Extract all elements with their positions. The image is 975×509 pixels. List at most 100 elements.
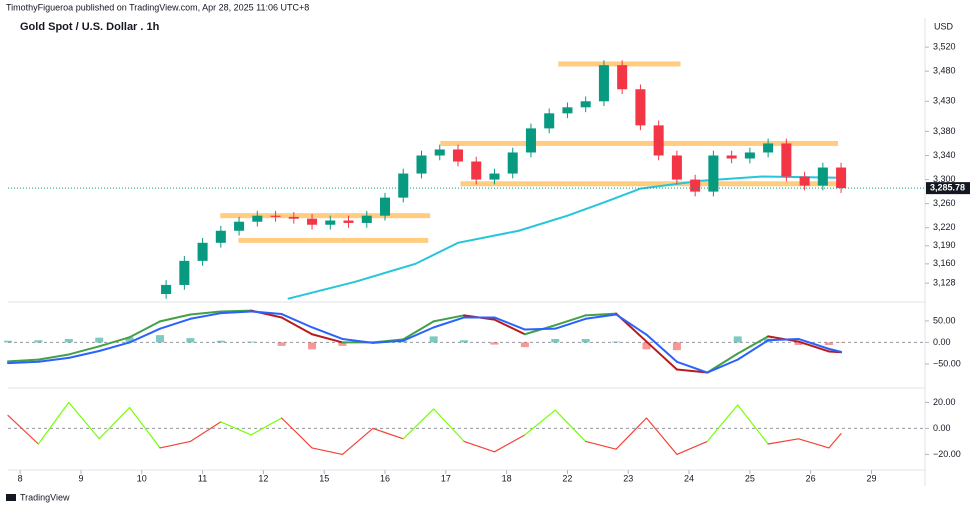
series-segment	[7, 414, 40, 445]
y-tick-label: 3,380	[933, 126, 956, 136]
candle-body	[179, 260, 190, 285]
candle-body	[525, 128, 536, 153]
histogram-bar	[520, 342, 529, 348]
histogram-bar	[34, 340, 43, 343]
candle-body	[471, 161, 482, 180]
series-segment	[159, 313, 192, 323]
series-segment	[676, 440, 708, 455]
series-segment	[706, 358, 739, 374]
series-segment	[554, 409, 587, 442]
histogram-bar	[551, 338, 560, 343]
histogram-bar	[156, 335, 165, 343]
series-segment	[645, 417, 678, 455]
histogram-bar	[95, 337, 104, 343]
series-segment	[372, 427, 404, 440]
histogram-bar	[490, 342, 499, 345]
x-tick-label: 25	[745, 473, 755, 483]
candle-body	[580, 101, 591, 108]
series-segment	[584, 312, 618, 317]
series-segment	[311, 326, 344, 340]
candle-body	[690, 179, 701, 192]
series-segment	[7, 360, 40, 365]
series-segment	[493, 434, 526, 453]
series-segment	[128, 320, 162, 339]
series-segment	[493, 316, 526, 331]
series-segment	[220, 421, 252, 436]
y-tick-label: −50.00	[933, 358, 961, 368]
series-segment	[281, 417, 313, 449]
candle-body	[252, 215, 263, 222]
series-segment	[219, 309, 253, 313]
histogram-bar	[794, 342, 803, 345]
histogram-bar	[125, 337, 134, 343]
x-tick-label: 24	[684, 473, 694, 483]
series-segment	[432, 314, 466, 323]
histogram-bar	[186, 338, 195, 343]
series-segment	[280, 313, 314, 329]
x-tick-label: 15	[319, 473, 329, 483]
candle-body	[452, 149, 464, 162]
x-tick-label: 29	[866, 473, 876, 483]
series-segment	[341, 337, 374, 344]
histogram-bar	[4, 340, 12, 343]
series-segment	[67, 345, 101, 356]
zone	[238, 237, 429, 243]
candle-body	[489, 173, 500, 180]
histogram-bar	[824, 342, 833, 345]
histogram-bar	[460, 340, 469, 343]
candle-body	[781, 143, 792, 177]
x-tick-label: 16	[380, 473, 390, 483]
y-tick-label: 3,128	[933, 278, 956, 288]
series-segment	[311, 447, 344, 455]
y-tick-label: 0.00	[933, 337, 951, 347]
series-segment	[706, 404, 739, 442]
series-segment	[493, 318, 526, 336]
histogram-bar	[338, 342, 347, 346]
histogram-bar	[581, 338, 590, 343]
series-segment	[189, 421, 222, 442]
y-tick-label: 3,220	[933, 222, 956, 232]
candle-body	[325, 220, 336, 225]
candle-body	[343, 220, 354, 223]
currency: USD	[934, 21, 954, 31]
series-segment	[37, 356, 70, 363]
y-tick-label: 3,520	[933, 41, 956, 51]
histogram-bar	[672, 342, 681, 351]
candle-body	[507, 152, 518, 174]
candle-body	[671, 155, 682, 180]
series-segment	[797, 340, 830, 353]
candle-body	[544, 113, 555, 129]
series-segment	[159, 440, 192, 449]
moving-average	[287, 175, 842, 300]
series-segment	[98, 341, 131, 353]
series-segment	[767, 337, 800, 342]
candle-body	[434, 149, 445, 156]
logo	[6, 494, 16, 501]
candle-body	[799, 176, 810, 186]
series-segment	[128, 327, 162, 344]
series-segment	[189, 312, 222, 320]
series-segment	[67, 350, 101, 359]
zone	[558, 61, 681, 67]
candle-body	[635, 89, 646, 126]
series-segment	[280, 316, 314, 336]
y-tick-label: 3,260	[933, 198, 956, 208]
y-tick-label: 3,160	[933, 258, 956, 268]
candle-body	[726, 155, 737, 159]
series-segment	[615, 417, 648, 450]
series-segment	[250, 417, 283, 436]
series-segment	[524, 409, 556, 436]
zone	[460, 181, 839, 187]
series-segment	[797, 337, 830, 350]
series-segment	[98, 336, 131, 348]
y-tick-label: 3,340	[933, 150, 956, 160]
histogram-bar	[277, 342, 286, 346]
series-segment	[37, 401, 70, 445]
series-segment	[736, 339, 770, 361]
candle-body	[416, 155, 427, 174]
series-segment	[311, 333, 344, 344]
series-segment	[584, 313, 618, 320]
series-segment	[523, 327, 557, 331]
